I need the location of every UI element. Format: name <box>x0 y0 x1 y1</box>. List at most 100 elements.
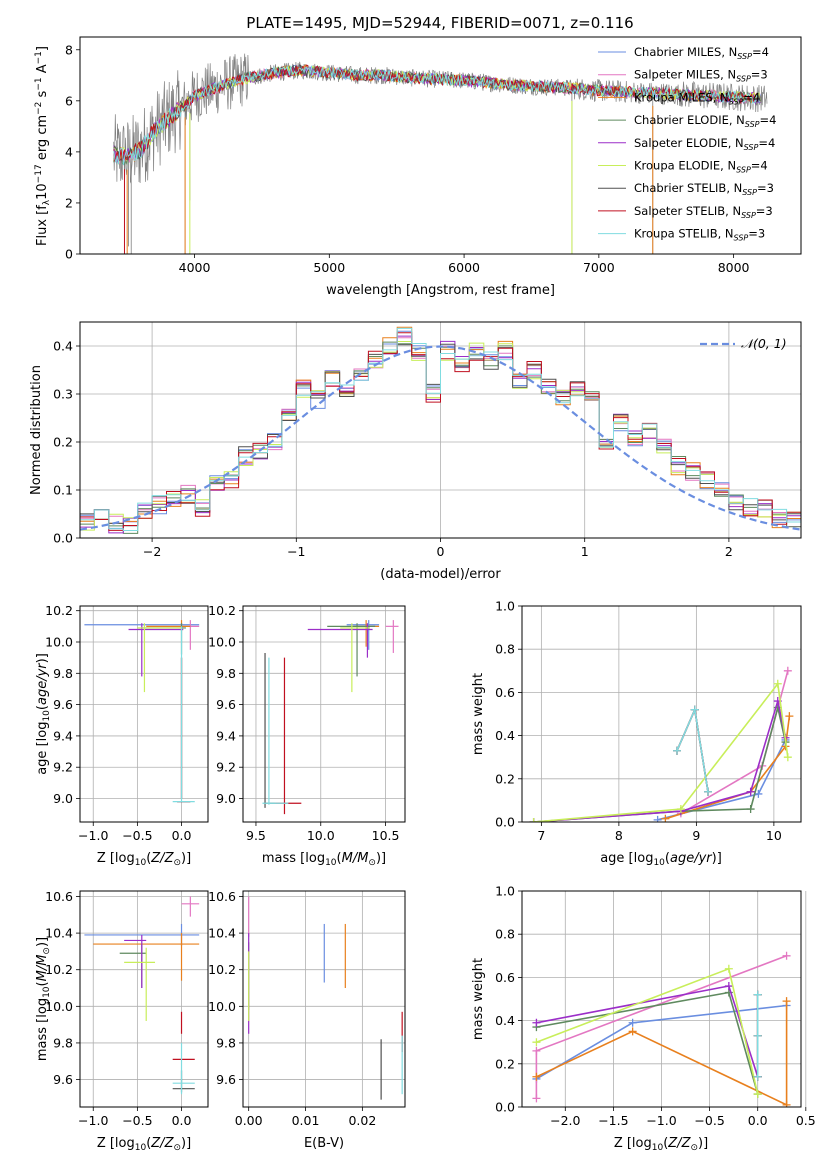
spectrum-legend-entry: Salpeter STELIB, NSSP=3 <box>634 204 773 220</box>
age-mass-plot: 9.5 10.0 10.5 9.0 9.2 9.4 9.6 9.8 10.0 10.2 <box>208 603 406 843</box>
mw-age-ytick-label: 1.0 <box>495 599 515 614</box>
spectrum-plot: 4000 5000 6000 7000 8000 0 2 4 6 8 Chabrier MILES,… <box>65 36 802 275</box>
mass-ebv-ytick-label: 10.4 <box>208 926 236 941</box>
age-z-ytick-label: 9.4 <box>53 728 73 743</box>
age-mass-ytick-label: 10.0 <box>208 635 236 650</box>
mw-age-point-marker <box>653 815 662 822</box>
residual-ytick-label: 0.3 <box>53 387 73 402</box>
age-mass-frame <box>242 605 406 823</box>
mw-age-point-marker <box>529 818 538 822</box>
mw-z-point-marker <box>782 951 791 960</box>
mass-z-ylabel: mass [log10(M/M⊙)] <box>35 937 52 1061</box>
mw-z-data <box>532 951 791 1107</box>
mw-age-ytick-label: 0.0 <box>495 815 515 830</box>
age-mass-ytick-label: 9.8 <box>216 666 236 681</box>
mw-age-ytick-label: 0.2 <box>495 771 515 786</box>
residual-xtick-label: −1 <box>287 544 305 559</box>
mass-ebv-frame <box>242 890 406 1108</box>
mw-z-point-marker <box>782 1100 791 1107</box>
mw-age-point-marker <box>673 746 681 755</box>
mw-z-ytick-label: 0.6 <box>495 970 515 985</box>
mw-z-point-marker <box>724 964 733 973</box>
spectrum-legend-entry: Salpeter ELODIE, NSSP=4 <box>634 136 775 152</box>
residual-plot: −2 −1 0 1 2 0.0 0.1 0.2 0.3 0.4 𝒩(0, 1) <box>53 321 802 559</box>
mw-age-ylabel: mass weight <box>471 673 486 755</box>
age-mass-data <box>262 620 399 815</box>
age-z-frame <box>79 605 209 823</box>
residual-ytick-label: 0.2 <box>53 435 73 450</box>
mw-age-point-marker <box>690 705 699 714</box>
spectrum-ytick-label: 2 <box>65 195 73 210</box>
age-mass-xlabel: mass [log10(M/M⊙)] <box>262 851 386 868</box>
residual-data <box>80 326 801 534</box>
mass-ebv-xtick-label: 0.02 <box>348 1113 376 1128</box>
mw-z-xtick-label: 0.5 <box>796 1113 816 1128</box>
spectrum-legend-entry: Kroupa ELODIE, NSSP=4 <box>634 159 768 175</box>
mw-z-xlabel: Z [log10(Z/Z⊙)] <box>614 1136 708 1153</box>
spectrum-xlabel: wavelength [Angstrom, rest frame] <box>326 283 555 298</box>
residual-ytick-label: 0.4 <box>53 339 73 354</box>
residual-histogram <box>80 327 801 531</box>
residual-xtick-label: −2 <box>143 544 161 559</box>
spectrum-xtick-label: 4000 <box>179 260 211 275</box>
mw-z-point-marker <box>753 990 762 999</box>
mass-z-xtick-label: −1.0 <box>78 1113 108 1128</box>
mw-age-point-marker <box>746 805 755 814</box>
mw-age-point-marker <box>754 789 763 798</box>
mass-ebv-ytick-label: 10.6 <box>208 889 236 904</box>
age-mass-xtick-label: 10.0 <box>307 828 335 843</box>
mw-age-point-marker <box>773 679 782 688</box>
residual-xtick-label: 2 <box>725 544 733 559</box>
residual-ytick-label: 0.1 <box>53 483 73 498</box>
mw-age-xtick-label: 10 <box>766 828 782 843</box>
mw-z-point-marker <box>628 1027 637 1036</box>
age-mass-ytick-label: 9.6 <box>216 697 236 712</box>
mw-age-point-marker <box>783 753 792 762</box>
mass-z-ytick-label: 9.8 <box>53 1035 73 1050</box>
mass-z-ytick-label: 10.6 <box>45 889 73 904</box>
age-z-ytick-label: 9.6 <box>53 697 73 712</box>
age-z-xlabel: Z [log10(Z/Z⊙)] <box>97 851 191 868</box>
spectrum-legend-entry: Kroupa MILES, NSSP=4 <box>634 90 760 106</box>
mw-age-point-marker <box>785 712 794 721</box>
mass-ebv-xtick-label: 0.00 <box>235 1113 263 1128</box>
spectrum-legend-entry: Salpeter MILES, NSSP=3 <box>634 68 768 84</box>
mw-z-ytick-label: 0.4 <box>495 1013 515 1028</box>
age-z-ytick-label: 9.2 <box>53 760 73 775</box>
mw-z-frame <box>521 890 802 1108</box>
mw-z-point-marker <box>782 997 791 1006</box>
residual-frame <box>79 321 802 539</box>
mw-age-point-marker <box>661 814 670 822</box>
age-mass-grid <box>243 606 405 822</box>
mw-z-point-marker <box>532 1094 541 1103</box>
mass-z-ytick-label: 10.4 <box>45 926 73 941</box>
spectrum-xtick-label: 6000 <box>448 260 480 275</box>
mass-ebv-data <box>248 896 403 1100</box>
mass-z-ytick-label: 9.6 <box>53 1072 73 1087</box>
mw-age-series-line <box>533 681 789 822</box>
mw-z-xtick-label: −1.5 <box>598 1113 628 1128</box>
spectrum-xtick-label: 8000 <box>718 260 750 275</box>
mw-age-xtick-label: 8 <box>615 828 623 843</box>
spectrum-legend-entry: Chabrier ELODIE, NSSP=4 <box>634 113 776 129</box>
mass-ebv-xlabel: E(B-V) <box>304 1136 344 1151</box>
mw-z-point-marker <box>753 1072 762 1081</box>
residual-xtick-label: 0 <box>437 544 445 559</box>
mw-age-point-marker <box>746 787 755 796</box>
spectrum-ytick-label: 4 <box>65 144 73 159</box>
mw-z-ytick-label: 0.0 <box>495 1100 515 1115</box>
spectrum-xtick-label: 7000 <box>583 260 615 275</box>
spectrum-legend-entry: Kroupa STELIB, NSSP=3 <box>634 227 765 243</box>
plot-layer: 4000 5000 6000 7000 8000 0 2 4 6 8 Chabrier MILES,… <box>29 36 816 1153</box>
mw-z-plot: −2.0 −1.5 −1.0 −0.5 0.0 0.5 0.0 0.2 0.4 0.6 0.8 1.0 <box>495 884 816 1129</box>
spectrum-xtick-label: 5000 <box>313 260 345 275</box>
mw-age-ytick-label: 0.6 <box>495 685 515 700</box>
mw-z-xtick-label: −2.0 <box>550 1113 580 1128</box>
mw-age-frame <box>521 605 802 823</box>
age-z-xtick-label: 0.0 <box>172 828 192 843</box>
spectrum-ytick-label: 6 <box>65 93 73 108</box>
mw-z-ytick-label: 0.8 <box>495 927 515 942</box>
mw-z-xtick-label: 0.0 <box>748 1113 768 1128</box>
